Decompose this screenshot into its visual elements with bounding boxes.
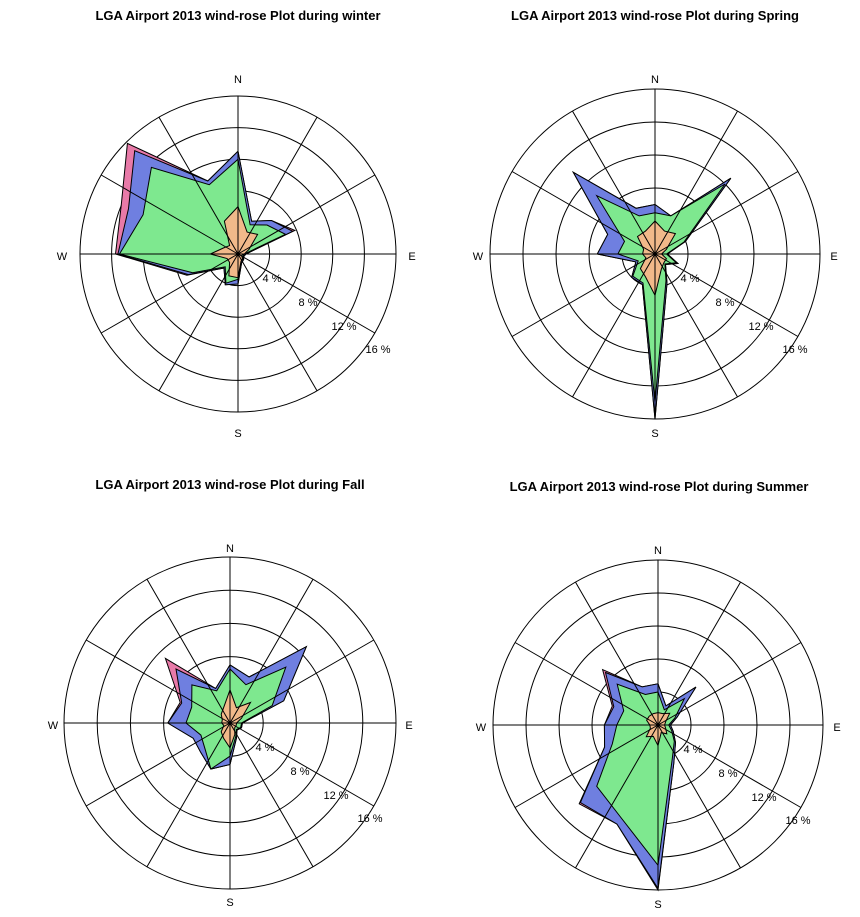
direction-label-s: S [654, 899, 661, 911]
direction-label-w: W [48, 720, 59, 732]
grid-spoke [158, 253, 239, 392]
grid-spoke [237, 253, 318, 392]
windrose-panel-winter: LGA Airport 2013 wind-rose Plot during w… [57, 8, 416, 440]
grid-spoke [229, 722, 314, 868]
chart-title: LGA Airport 2013 wind-rose Plot during F… [95, 477, 364, 492]
ring-label-8: 8 % [719, 768, 738, 780]
direction-label-s: S [234, 428, 241, 440]
direction-label-s: S [651, 428, 658, 440]
grid-spoke [100, 253, 239, 334]
grid-spoke [657, 581, 741, 726]
grid-spoke [237, 174, 376, 255]
ring-label-4: 4 % [256, 742, 275, 754]
windrose-panel-summer: LGA Airport 2013 wind-rose Plot during S… [476, 479, 841, 911]
direction-label-n: N [234, 74, 242, 86]
direction-label-n: N [651, 74, 659, 86]
grid-spoke [511, 253, 656, 337]
grid-spoke [514, 642, 659, 726]
grid-spoke [237, 253, 376, 334]
grid-spoke [575, 581, 659, 726]
direction-label-w: W [57, 251, 68, 263]
windrose-panel-spring: LGA Airport 2013 wind-rose Plot during S… [473, 8, 838, 440]
direction-label-e: E [830, 251, 837, 263]
grid-spoke [654, 253, 738, 398]
grid-spoke [158, 116, 239, 255]
ring-label-16: 16 % [782, 344, 807, 356]
grid-spoke [654, 253, 799, 337]
windrose-panel-fall: LGA Airport 2013 wind-rose Plot during F… [48, 477, 413, 909]
ring-label-8: 8 % [291, 766, 310, 778]
grid-spoke [514, 724, 659, 808]
ring-label-16: 16 % [365, 344, 390, 356]
grid-spoke [229, 639, 375, 724]
ring-label-16: 16 % [357, 813, 382, 825]
ring-label-8: 8 % [716, 297, 735, 309]
grid-spoke [575, 724, 659, 869]
grid-spoke [654, 110, 738, 255]
chart-title: LGA Airport 2013 wind-rose Plot during S… [511, 8, 799, 23]
windrose-series-polygon [595, 183, 726, 403]
ring-label-12: 12 % [323, 790, 348, 802]
grid-spoke [511, 171, 656, 255]
direction-label-e: E [405, 720, 412, 732]
chart-title: LGA Airport 2013 wind-rose Plot during S… [510, 479, 809, 494]
grid-spoke [572, 253, 656, 398]
direction-label-w: W [476, 722, 487, 734]
ring-label-4: 4 % [681, 273, 700, 285]
direction-label-w: W [473, 251, 484, 263]
ring-label-12: 12 % [331, 321, 356, 333]
ring-label-8: 8 % [299, 297, 318, 309]
grid-spoke [657, 724, 802, 808]
ring-label-12: 12 % [748, 321, 773, 333]
ring-label-4: 4 % [263, 273, 282, 285]
grid-spoke [657, 642, 802, 726]
grid-spoke [657, 724, 741, 869]
grid-spoke [100, 174, 239, 255]
ring-label-16: 16 % [785, 815, 810, 827]
grid-spoke [237, 116, 318, 255]
grid-spoke [85, 722, 231, 807]
grid-spoke [146, 578, 231, 724]
grid-spoke [146, 722, 231, 868]
grid-spoke [229, 578, 314, 724]
grid-spoke [229, 722, 375, 807]
grid-spoke [654, 171, 799, 255]
direction-label-n: N [226, 543, 234, 555]
direction-label-s: S [226, 897, 233, 909]
chart-title: LGA Airport 2013 wind-rose Plot during w… [95, 8, 380, 23]
ring-label-12: 12 % [751, 792, 776, 804]
direction-label-n: N [654, 545, 662, 557]
ring-label-4: 4 % [684, 744, 703, 756]
direction-label-e: E [833, 722, 840, 734]
grid-spoke [572, 110, 656, 255]
grid-spoke [85, 639, 231, 724]
direction-label-e: E [408, 251, 415, 263]
